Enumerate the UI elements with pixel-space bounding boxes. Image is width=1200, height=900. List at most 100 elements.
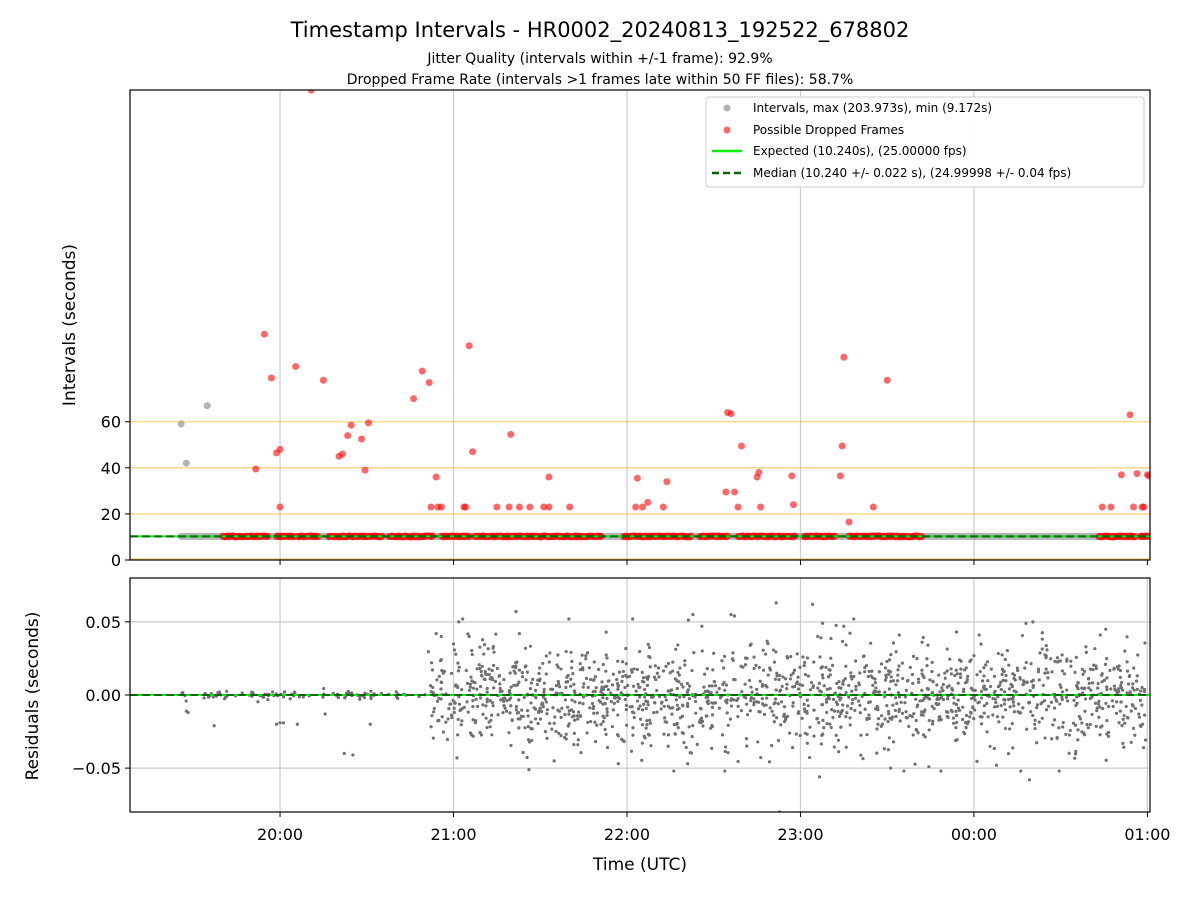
residual-point-597 bbox=[1106, 734, 1111, 738]
residual-point-519 bbox=[468, 731, 473, 735]
residual-point-265 bbox=[903, 695, 907, 699]
residual-point-1177 bbox=[958, 672, 963, 676]
residual-point-1510 bbox=[993, 697, 997, 701]
residual-point-1517 bbox=[806, 704, 810, 708]
residual-point-1293 bbox=[955, 672, 959, 676]
residual-point-233 bbox=[616, 699, 620, 704]
residual-point-488 bbox=[1139, 689, 1143, 693]
residual-point-1265 bbox=[760, 684, 764, 688]
residual-point-724 bbox=[429, 690, 433, 694]
residual-point-557 bbox=[850, 701, 854, 705]
residual-point-1205 bbox=[616, 733, 620, 737]
residual-point-771 bbox=[752, 697, 756, 701]
dropped-point-16 bbox=[410, 395, 418, 403]
residual-point-1480 bbox=[828, 722, 832, 726]
residual-point-665 bbox=[554, 729, 558, 733]
residual-point-1605 bbox=[956, 706, 961, 710]
legend-label-dropped: Possible Dropped Frames bbox=[753, 123, 904, 137]
residual-point-495 bbox=[925, 664, 929, 668]
residual-point-40 bbox=[266, 698, 270, 702]
residual-point-1282 bbox=[779, 723, 783, 727]
residual-point-1034 bbox=[1093, 647, 1097, 651]
top-ytick-label-1: 20 bbox=[101, 505, 121, 524]
residual-point-1573 bbox=[624, 707, 629, 712]
residual-point-1382 bbox=[611, 672, 615, 676]
residual-point-1641 bbox=[1119, 700, 1123, 704]
residual-point-1041 bbox=[483, 672, 488, 676]
residual-point-347 bbox=[460, 719, 464, 723]
residual-point-1593 bbox=[986, 679, 990, 683]
residual-point-457 bbox=[1086, 726, 1090, 730]
residual-point-1036 bbox=[457, 702, 462, 706]
residual-outlier-1 bbox=[186, 710, 190, 715]
residual-point-969 bbox=[896, 673, 900, 677]
residual-point-1287 bbox=[638, 649, 642, 654]
residual-point-1623 bbox=[548, 721, 552, 725]
dropped-point-44 bbox=[727, 410, 735, 418]
residual-point-125 bbox=[761, 648, 765, 652]
residual-point-966 bbox=[449, 702, 453, 706]
residual-point-245 bbox=[643, 695, 647, 699]
residual-point-696 bbox=[944, 710, 949, 714]
residual-point-443 bbox=[819, 742, 823, 746]
residual-point-433 bbox=[597, 667, 601, 672]
residual-point-1680 bbox=[682, 740, 686, 745]
residual-point-1577 bbox=[630, 710, 635, 714]
residual-point-1347 bbox=[1083, 733, 1087, 737]
residual-point-1554 bbox=[940, 686, 944, 690]
dropped-point-42 bbox=[722, 488, 730, 496]
residual-point-1388 bbox=[1001, 669, 1006, 673]
residual-point-162 bbox=[930, 722, 935, 726]
top-y-axis-label: Intervals (seconds) bbox=[60, 244, 80, 406]
residual-point-554 bbox=[788, 677, 793, 681]
residual-point-1586 bbox=[845, 711, 849, 715]
residual-point-1142 bbox=[877, 670, 881, 674]
residual-point-1396 bbox=[518, 717, 522, 721]
residual-point-1294 bbox=[844, 745, 848, 749]
residual-point-194 bbox=[617, 670, 622, 674]
residual-point-1253 bbox=[507, 690, 511, 694]
residual-point-893 bbox=[452, 648, 456, 652]
residual-point-933 bbox=[955, 702, 959, 707]
residual-point-435 bbox=[771, 648, 776, 652]
residual-point-1516 bbox=[1139, 724, 1143, 728]
residual-point-593 bbox=[580, 653, 584, 657]
residual-point-741 bbox=[528, 644, 533, 648]
residual-point-1140 bbox=[621, 669, 625, 674]
residual-point-932 bbox=[711, 668, 715, 672]
residual-point-1227 bbox=[979, 722, 984, 726]
residual-point-1643 bbox=[666, 744, 670, 748]
residual-point-1337 bbox=[664, 698, 668, 702]
residual-point-1683 bbox=[521, 750, 525, 755]
residual-point-1058 bbox=[908, 665, 912, 670]
residual-point-325 bbox=[1050, 737, 1054, 741]
residual-point-839 bbox=[648, 655, 652, 660]
residual-point-580 bbox=[953, 673, 957, 678]
residual-point-1098 bbox=[612, 696, 617, 700]
residual-point-1380 bbox=[1058, 702, 1062, 706]
residual-point-1014 bbox=[996, 685, 1000, 689]
residual-point-1103 bbox=[565, 675, 569, 679]
residual-point-1514 bbox=[601, 714, 605, 718]
residual-point-996 bbox=[831, 716, 835, 720]
residual-point-1418 bbox=[693, 695, 697, 699]
residual-point-998 bbox=[490, 733, 494, 737]
residual-outlier-18 bbox=[517, 631, 522, 636]
residual-point-1600 bbox=[570, 666, 574, 670]
dropped-point-37 bbox=[633, 474, 641, 482]
residual-point-1395 bbox=[525, 670, 529, 674]
residual-point-526 bbox=[707, 684, 712, 688]
residual-point-1406 bbox=[794, 732, 798, 736]
residual-outlier-16 bbox=[467, 634, 471, 639]
residual-point-317 bbox=[556, 653, 560, 657]
residual-point-1251 bbox=[921, 698, 925, 703]
residual-point-1328 bbox=[992, 746, 996, 751]
residual-point-1089 bbox=[971, 706, 975, 710]
residual-point-1037 bbox=[529, 701, 533, 705]
residual-point-299 bbox=[483, 669, 487, 674]
residual-point-1427 bbox=[789, 655, 793, 659]
residual-point-1352 bbox=[927, 728, 931, 732]
residual-point-949 bbox=[601, 720, 605, 724]
residual-point-1619 bbox=[925, 687, 929, 691]
